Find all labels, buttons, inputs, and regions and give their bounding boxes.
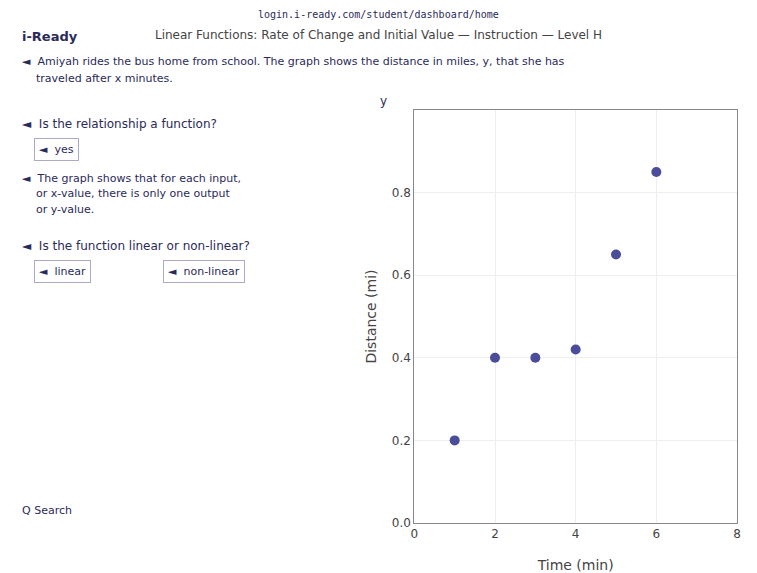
svg-text:Linear Functions: Rate of Chan: Linear Functions: Rate of Change and Ini…: [155, 28, 602, 42]
svg-text:0.6: 0.6: [392, 268, 411, 282]
svg-text:i-Ready: i-Ready: [22, 29, 78, 44]
svg-text:◄ non-linear: ◄ non-linear: [168, 265, 240, 278]
svg-text:0.4: 0.4: [392, 351, 411, 365]
svg-text:4: 4: [572, 527, 580, 541]
svg-text:0.8: 0.8: [392, 186, 411, 200]
svg-text:login.i-ready.com/student/dash: login.i-ready.com/student/dashboard/home: [258, 9, 499, 20]
svg-text:Distance (mi): Distance (mi): [363, 269, 379, 363]
svg-text:Time (min): Time (min): [537, 557, 614, 573]
svg-text:2: 2: [491, 527, 499, 541]
svg-text:6: 6: [653, 527, 661, 541]
svg-text:0.0: 0.0: [392, 516, 411, 530]
svg-text:8: 8: [733, 527, 741, 541]
svg-text:0: 0: [411, 527, 419, 541]
svg-text:or y-value.: or y-value.: [36, 203, 94, 216]
svg-text:Q Search: Q Search: [22, 504, 72, 517]
svg-text:◄ Is the function linear or n: ◄ Is the function linear or non-linear?: [22, 239, 250, 253]
svg-text:◄ Amiyah rides the bus home f: ◄ Amiyah rides the bus home from school.…: [22, 55, 565, 68]
svg-text:◄ linear: ◄ linear: [39, 265, 86, 278]
svg-text:◄ The graph shows that for ea: ◄ The graph shows that for each input,: [22, 172, 241, 185]
svg-text:traveled after x minutes.: traveled after x minutes.: [36, 72, 173, 85]
svg-text:◄ yes: ◄ yes: [39, 143, 74, 156]
svg-text:0.2: 0.2: [392, 434, 411, 448]
svg-text:y: y: [380, 94, 387, 108]
svg-text:or x-value, there is only one: or x-value, there is only one output: [36, 187, 231, 200]
svg-text:◄ Is the relationship a funct: ◄ Is the relationship a function?: [22, 117, 217, 131]
